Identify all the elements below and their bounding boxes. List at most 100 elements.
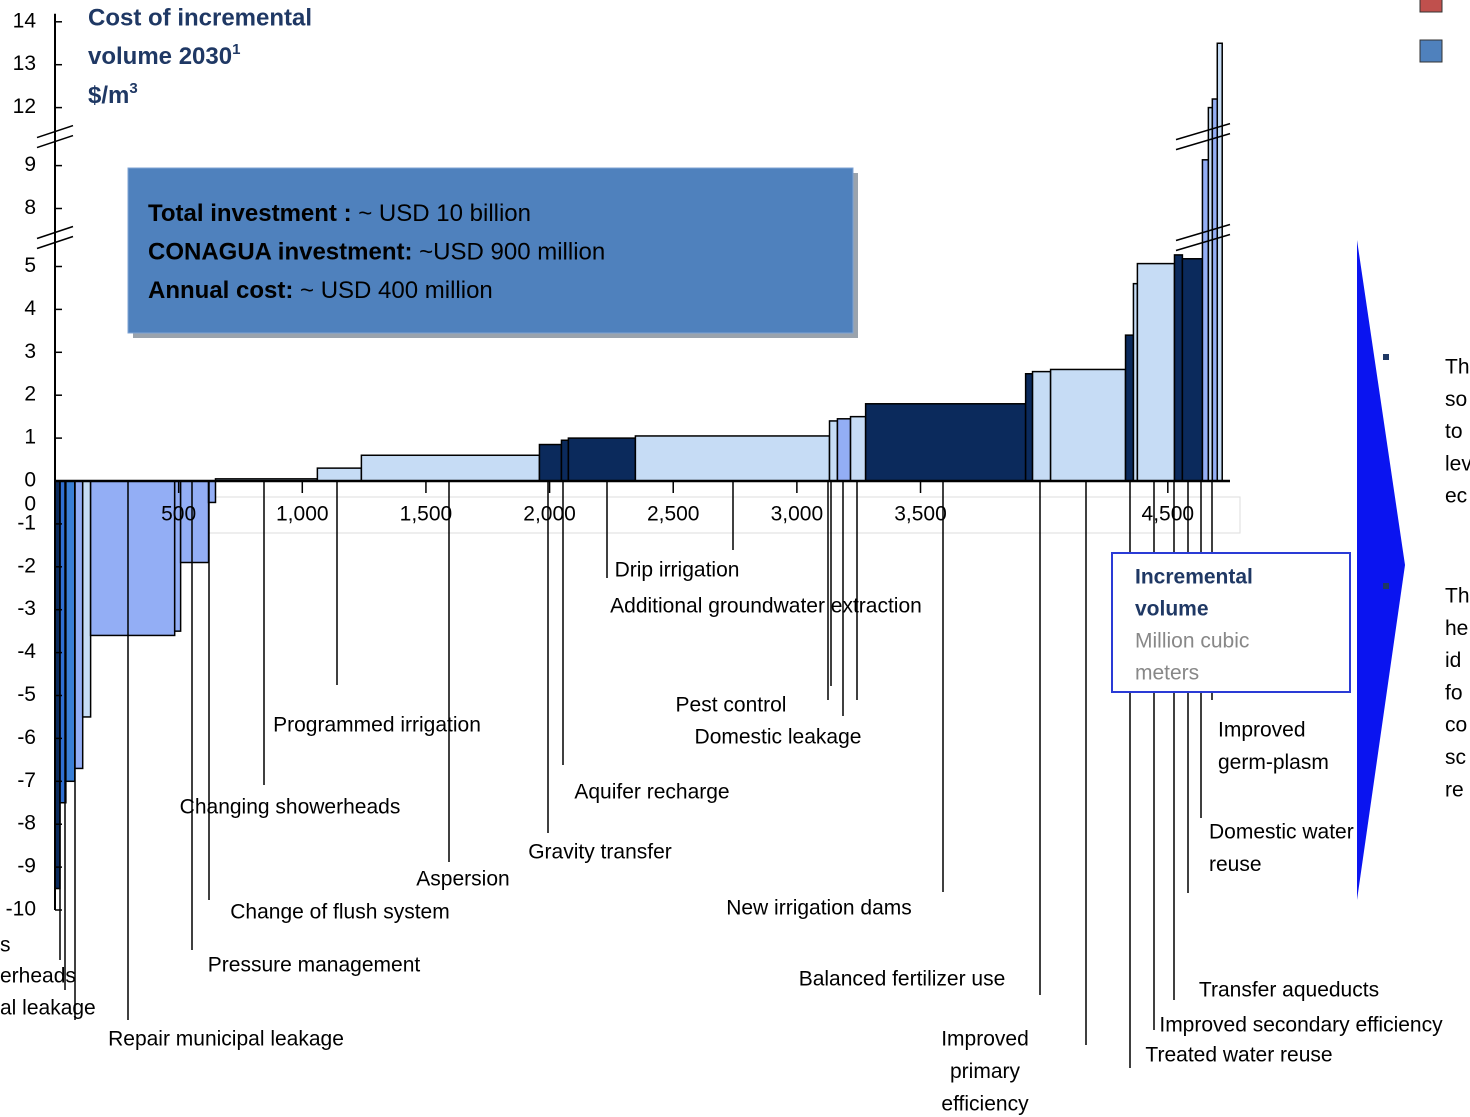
y-tick-label: -8 <box>17 812 36 835</box>
bar <box>864 403 1027 482</box>
y-tick-label: 9 <box>24 153 36 176</box>
measure-label: Aquifer recharge <box>574 781 729 804</box>
measure-label: reuse <box>1209 853 1262 876</box>
x-axis-unit: meters <box>1135 662 1199 685</box>
side-note: re <box>1445 778 1464 801</box>
y-tick-label: 4 <box>24 297 36 320</box>
measure-label: Improved <box>1218 719 1306 742</box>
axis-break <box>1175 132 1231 151</box>
bars <box>54 42 1223 890</box>
measure-label: Programmed irrigation <box>273 714 481 737</box>
bar <box>1049 368 1127 482</box>
side-note: to <box>1445 420 1463 443</box>
side-note: sc <box>1445 746 1466 769</box>
measure-label: Improved secondary efficiency <box>1159 1014 1443 1037</box>
superscript: 3 <box>129 80 137 97</box>
side-note: lev <box>1445 452 1470 475</box>
measure-label: Domestic water <box>1209 821 1354 844</box>
y-tick-label: 12 <box>13 95 36 118</box>
bar <box>849 415 867 482</box>
axis-break <box>1175 122 1231 141</box>
y-tick-label: -10 <box>6 898 36 921</box>
axis-break <box>36 134 74 149</box>
bullet <box>1383 583 1389 589</box>
chart-title: $/m3 <box>88 80 138 109</box>
bar <box>560 439 570 482</box>
measure-label: Additional groundwater extraction <box>610 595 922 618</box>
measure-label: Aspersion <box>416 868 509 891</box>
info-bold: CONAGUA investment: <box>148 239 412 266</box>
measure-label: Pressure management <box>208 954 421 977</box>
y-tick-label: -7 <box>17 769 36 792</box>
measure-label: primary <box>950 1060 1021 1083</box>
side-note: fo <box>1445 681 1463 704</box>
x-label-box <box>1111 552 1351 693</box>
y-tick-label: 3 <box>24 340 36 363</box>
bar <box>567 437 637 482</box>
y-tick-label: -4 <box>17 640 36 663</box>
measure-label: Improved <box>941 1028 1029 1051</box>
side-note: co <box>1445 714 1467 737</box>
x-axis-label: Incremental <box>1135 566 1253 589</box>
axis-break <box>1175 233 1231 252</box>
bar <box>1201 159 1210 482</box>
side-note: so <box>1445 388 1467 411</box>
y-tick-label: -2 <box>17 554 36 577</box>
bar <box>1216 42 1223 482</box>
legend-swatch <box>1419 0 1443 13</box>
bar <box>89 480 176 637</box>
bar <box>1124 334 1135 482</box>
bar <box>836 418 852 482</box>
superscript: 1 <box>232 41 240 58</box>
y-tick-label: 14 <box>13 9 37 32</box>
bar <box>360 454 541 482</box>
y-tick-label: 13 <box>13 52 36 75</box>
measure-label: Gravity transfer <box>528 841 672 864</box>
x-tick-label: 2,000 <box>523 503 576 526</box>
bar <box>179 480 210 564</box>
info-text: ~ USD 400 million <box>293 277 492 304</box>
bar <box>1031 370 1052 482</box>
x-tick-label: 0 <box>24 493 36 516</box>
y-tick-label: -3 <box>17 597 36 620</box>
info-line: Total investment : ~ USD 10 billion <box>148 200 531 227</box>
arrow <box>1357 240 1405 900</box>
bar <box>828 420 839 482</box>
bar <box>1181 258 1204 482</box>
side-note: id <box>1445 649 1461 672</box>
x-tick-label: 500 <box>161 503 196 526</box>
title-line: $/m <box>88 82 129 109</box>
measure-label: Drip irrigation <box>615 559 740 582</box>
y-tick-label: 8 <box>24 196 36 219</box>
bar <box>74 480 84 770</box>
measure-label: efficiency <box>941 1093 1029 1116</box>
x-tick-label: 3,000 <box>771 503 824 526</box>
measure-label: New irrigation dams <box>726 897 912 920</box>
x-tick-label: 2,500 <box>647 503 700 526</box>
measure-label: Transfer aqueducts <box>1199 979 1379 1002</box>
info-bold: Total investment : <box>148 200 352 227</box>
x-axis-label: volume <box>1135 598 1209 621</box>
measure-label: al leakage <box>0 997 96 1020</box>
y-tick-label: -1 <box>17 511 36 534</box>
y-tick-label: -9 <box>17 855 36 878</box>
axis-break <box>36 235 74 250</box>
y-tick-label: -6 <box>17 726 36 749</box>
y-tick-label: 2 <box>24 383 36 406</box>
x-axis-band <box>54 496 1241 534</box>
y-tick-label: 0 <box>24 469 36 492</box>
x-tick-label: 3,500 <box>894 503 947 526</box>
info-line: CONAGUA investment: ~USD 900 million <box>148 239 605 266</box>
side-note: Th <box>1445 356 1470 379</box>
measure-label: Changing showerheads <box>180 796 401 819</box>
info-line: Annual cost: ~ USD 400 million <box>148 277 493 304</box>
side-note: he <box>1445 617 1468 640</box>
measure-label: Pest control <box>676 694 787 717</box>
axis-break <box>36 124 74 139</box>
bar <box>1136 262 1176 482</box>
axis-break <box>36 225 74 240</box>
x-axis-unit: Million cubic <box>1135 630 1249 653</box>
measure-label: Balanced fertilizer use <box>799 968 1006 991</box>
info-text: ~ USD 10 billion <box>352 200 531 227</box>
